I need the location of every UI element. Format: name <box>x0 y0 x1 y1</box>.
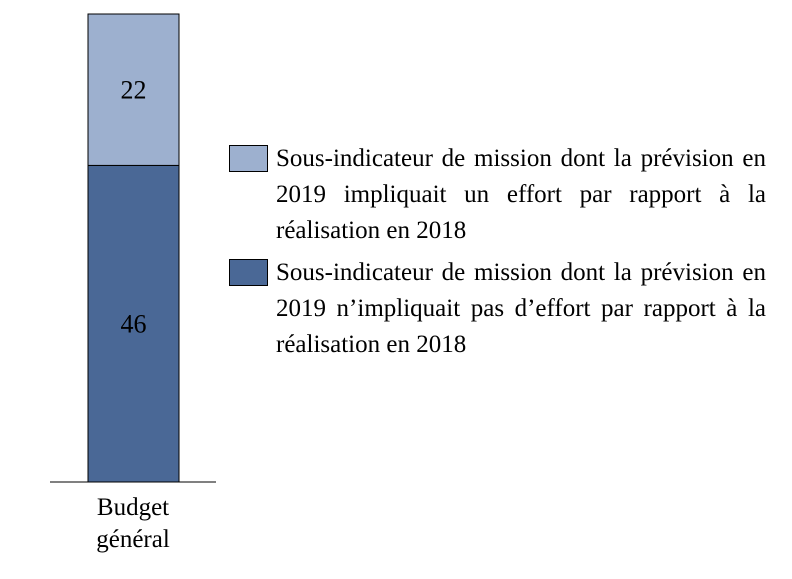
data-label: 22 <box>121 76 147 105</box>
category-label: Budget général <box>96 494 170 553</box>
legend-label: Sous-indicateur de mission dont la prévi… <box>276 145 766 244</box>
bar-segment <box>87 13 180 166</box>
data-label: 46 <box>121 310 147 339</box>
bar-segment <box>87 164 180 483</box>
legend-swatch-dark <box>229 259 268 286</box>
legend-label: Sous-indicateur de mission dont la prévi… <box>276 259 766 358</box>
legend-swatch-light <box>229 145 268 172</box>
